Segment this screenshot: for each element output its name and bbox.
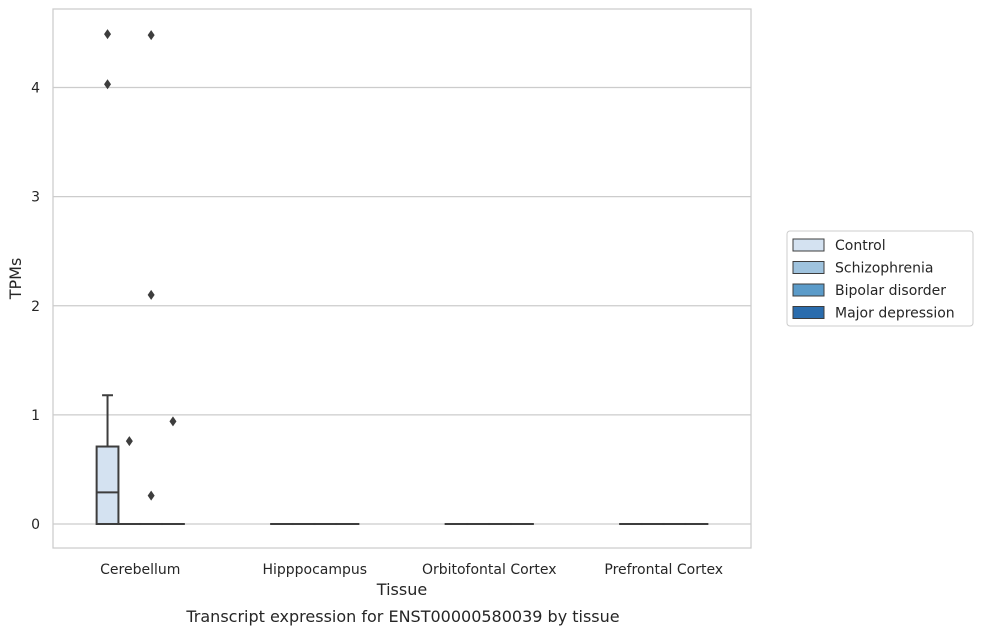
legend-label: Schizophrenia: [835, 261, 933, 277]
chart-caption: Transcript expression for ENST0000058003…: [185, 607, 619, 626]
x-tick-label: Hipppocampus: [262, 562, 367, 578]
legend-label: Major depression: [835, 306, 955, 322]
x-tick-label: Prefrontal Cortex: [604, 562, 723, 578]
grid-lines: [53, 88, 751, 524]
y-tick-label: 0: [31, 517, 40, 533]
x-axis-label: Tissue: [376, 580, 427, 599]
outlier-point: [148, 30, 155, 40]
x-axis-ticks: Cerebellum Hipppocampus Orbitofontal Corte…: [100, 562, 723, 578]
legend-swatch: [793, 284, 824, 296]
x-tick-label: Orbitofontal Cortex: [422, 562, 557, 578]
plot-area-frame: [53, 9, 751, 548]
legend: Control Schizophrenia Bipolar disorder Majo…: [787, 231, 973, 326]
outlier-point: [148, 290, 155, 300]
outlier-point: [148, 491, 155, 501]
box-group: [118, 436, 140, 524]
box: [97, 447, 119, 524]
legend-label: Bipolar disorder: [835, 283, 946, 299]
box-group: [97, 29, 119, 524]
y-axis-ticks: 0 1 2 3 4: [31, 81, 40, 533]
outlier-point: [104, 29, 111, 39]
x-tick-label: Cerebellum: [100, 562, 180, 578]
y-tick-label: 2: [31, 299, 40, 315]
outlier-point: [126, 436, 133, 446]
y-tick-label: 1: [31, 408, 40, 424]
legend-swatch: [793, 307, 824, 319]
box-group: [140, 30, 162, 524]
y-tick-label: 3: [31, 190, 40, 206]
y-tick-label: 4: [31, 81, 40, 97]
legend-swatch: [793, 262, 824, 274]
box-group: [162, 416, 184, 524]
legend-label: Control: [835, 238, 886, 254]
y-axis-label: TPMs: [6, 258, 25, 301]
outlier-point: [169, 416, 176, 426]
legend-swatch: [793, 239, 824, 251]
box-series: [97, 29, 708, 524]
